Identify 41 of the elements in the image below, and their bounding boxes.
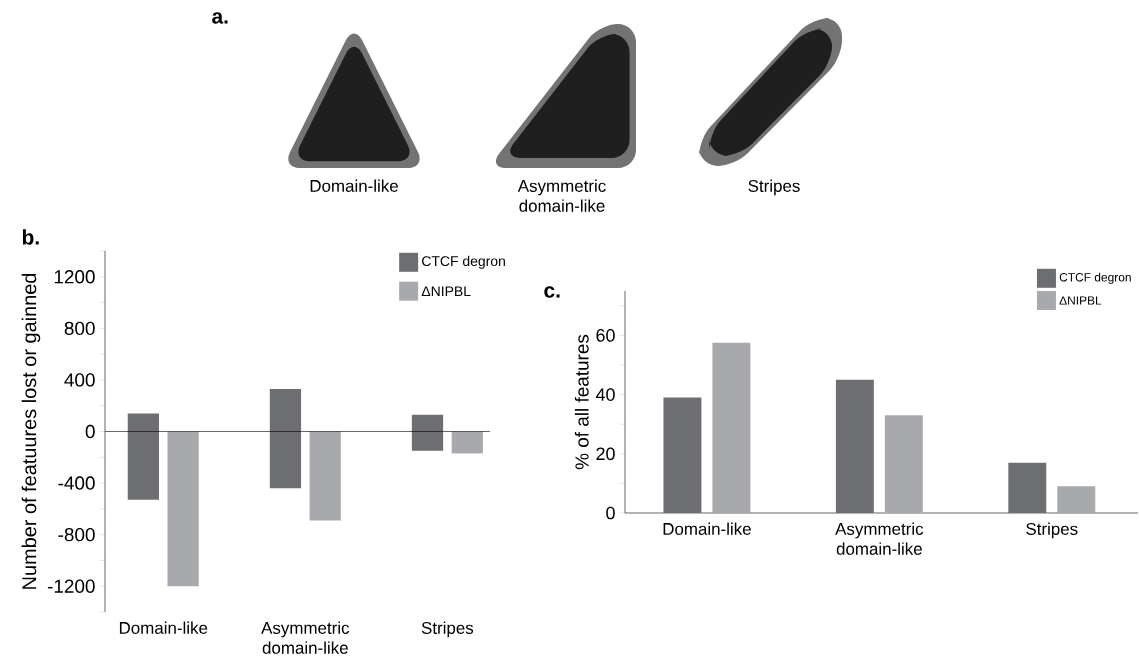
bar	[712, 342, 751, 513]
x-tick-label: Domain-like	[663, 522, 751, 535]
bar	[451, 431, 483, 454]
y-tick-label: 40	[595, 388, 615, 401]
legend-label: ΔNIPBL	[1059, 296, 1102, 305]
legend-label: CTCF degron	[1059, 272, 1131, 284]
y-tick-label: -800	[58, 527, 95, 542]
y-tick-label: 1200	[54, 269, 95, 284]
x-tick-label: Stripes	[421, 621, 474, 638]
bar	[269, 388, 302, 489]
bar	[411, 414, 444, 451]
y-tick-label: 0	[606, 506, 615, 520]
text: Stripes	[748, 179, 800, 196]
text: a.	[212, 12, 228, 24]
x-tick-label: Asymmetric domain-like	[835, 522, 924, 555]
y-axis-title: % of all features	[574, 334, 589, 470]
bar	[663, 397, 702, 513]
chart-title: b.	[22, 229, 39, 245]
y-tick-label: -1200	[47, 579, 95, 593]
bar	[167, 431, 199, 587]
bar	[835, 379, 874, 513]
legend-label: CTCF degron	[422, 255, 505, 269]
text: Domain-like	[310, 179, 398, 192]
bar	[1008, 462, 1047, 513]
y-tick-label: -400	[58, 476, 95, 490]
y-tick-label: 0	[85, 424, 95, 439]
y-tick-label: 800	[64, 321, 95, 335]
bar	[1057, 486, 1096, 513]
chart-title: c.	[544, 286, 560, 298]
y-tick-label: 60	[596, 328, 615, 342]
bar	[127, 413, 159, 500]
legend-label: ΔNIPBL	[421, 286, 471, 296]
y-tick-label: 400	[64, 373, 95, 387]
bar	[884, 415, 923, 513]
x-tick-label: Stripes	[1026, 522, 1078, 539]
bar	[309, 431, 341, 521]
x-tick-label: Domain-like	[119, 621, 208, 634]
text: Asymmetric domain-like	[517, 179, 606, 212]
y-tick-label: 20	[596, 447, 615, 461]
y-axis-title: Number of featuures lost or gainned	[21, 273, 41, 589]
x-tick-label: Asymmetric domain-like	[261, 621, 350, 654]
